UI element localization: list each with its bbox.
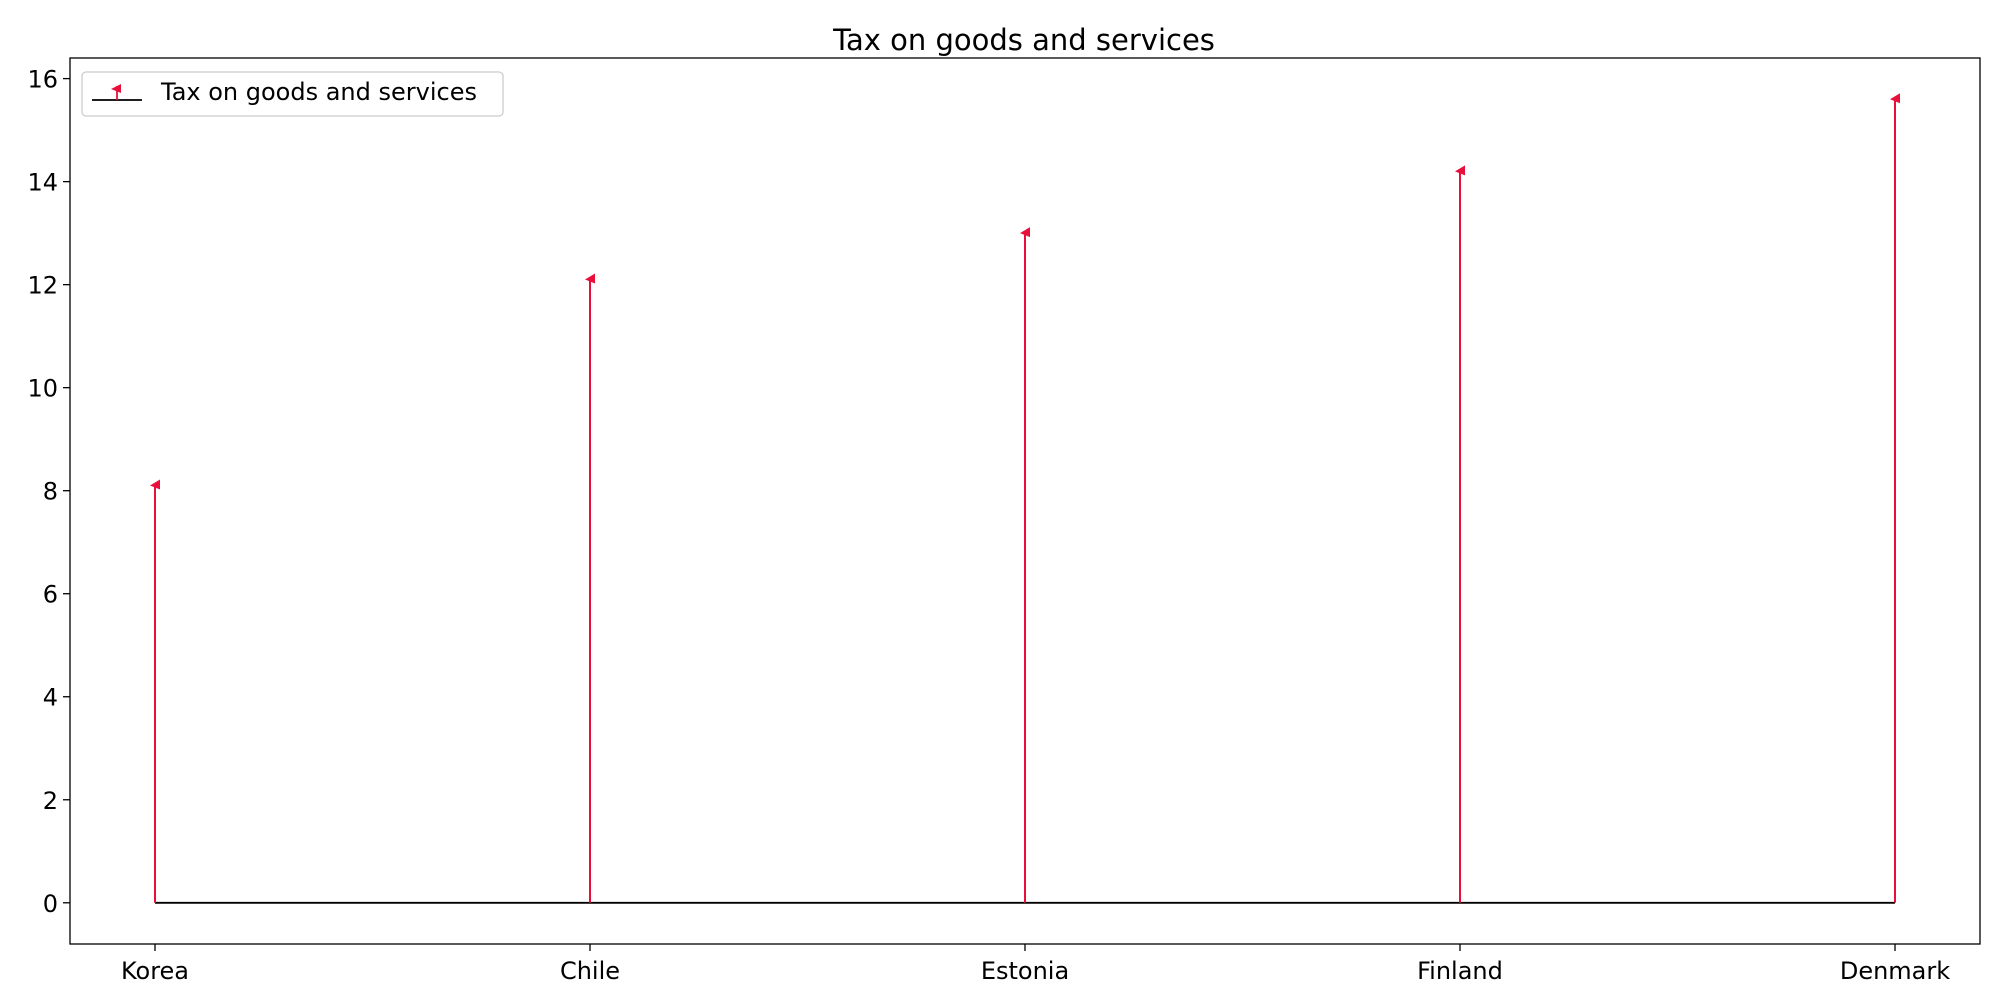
y-tick-label: 16 — [27, 66, 58, 94]
x-axis: Korea Chile Estonia Finland Denmark — [121, 944, 1950, 985]
y-tick-label: 0 — [43, 890, 58, 918]
y-tick-label: 6 — [43, 581, 58, 609]
stem-series — [150, 93, 1900, 903]
legend-box — [81, 71, 504, 117]
y-axis: 0 2 4 6 8 10 12 14 16 — [27, 66, 70, 918]
y-tick-label: 8 — [43, 478, 58, 506]
y-tick-label: 2 — [43, 787, 58, 815]
y-tick-label: 12 — [27, 272, 58, 300]
chart-title: Tax on goods and services — [832, 23, 1215, 57]
stem-marker — [1890, 93, 1900, 104]
x-tick-label: Finland — [1417, 957, 1503, 985]
stem-marker — [585, 273, 595, 284]
stem-marker — [1455, 165, 1465, 176]
legend-marker-icon — [111, 84, 121, 93]
stem-marker — [150, 479, 160, 490]
x-tick-label: Korea — [121, 957, 189, 985]
legend: Tax on goods and services — [81, 71, 504, 117]
stem-marker — [1020, 227, 1030, 238]
x-tick-label: Estonia — [981, 957, 1069, 985]
x-tick-label: Denmark — [1840, 957, 1950, 985]
y-tick-label: 4 — [43, 684, 58, 712]
legend-label: Tax on goods and services — [160, 78, 477, 106]
y-tick-label: 10 — [27, 375, 58, 403]
y-tick-label: 14 — [27, 169, 58, 197]
x-tick-label: Chile — [560, 957, 620, 985]
